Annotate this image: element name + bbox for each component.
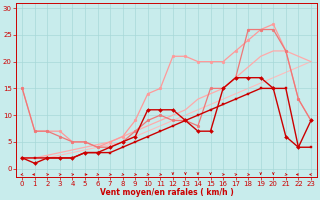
- X-axis label: Vent moyen/en rafales ( km/h ): Vent moyen/en rafales ( km/h ): [100, 188, 234, 197]
